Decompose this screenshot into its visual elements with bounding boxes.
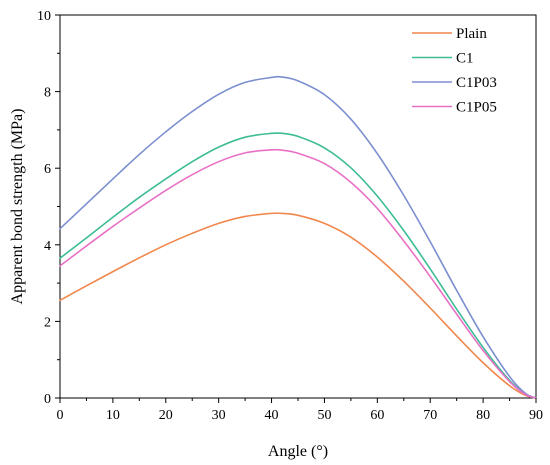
y-tick-label: 0	[44, 392, 51, 407]
x-tick-label: 40	[265, 408, 279, 423]
y-axis-title: Apparent bond strength (MPa)	[9, 109, 26, 305]
legend: Plain C1 C1P03 C1P05	[412, 26, 497, 116]
legend-label-c1p05: C1P05	[456, 100, 497, 116]
y-tick-label: 2	[44, 315, 51, 330]
x-tick-label: 70	[423, 408, 437, 423]
legend-label-plain: Plain	[456, 26, 487, 42]
x-axis-title: Angle (°)	[268, 443, 328, 460]
series-line-c1p05	[59, 148, 537, 399]
y-tick-label: 6	[44, 162, 51, 177]
x-tick-label: 90	[529, 408, 543, 423]
axis-ticks: 0 10 20 30 40 50 60 70 80 90 0 2 4 6 8 10	[37, 9, 543, 423]
plot-frame	[59, 14, 537, 399]
x-tick-label: 10	[106, 408, 120, 423]
series-line-plain	[59, 212, 537, 399]
legend-label-c1p03: C1P03	[456, 75, 497, 91]
legend-label-c1: C1	[456, 51, 474, 67]
series-line-c1p03	[59, 75, 537, 399]
y-tick-label: 8	[44, 86, 51, 101]
x-tick-label: 0	[57, 408, 64, 423]
x-tick-label: 80	[476, 408, 490, 423]
series-layer	[59, 75, 537, 399]
x-tick-label: 50	[317, 408, 331, 423]
x-tick-label: 60	[370, 408, 384, 423]
x-tick-label: 30	[212, 408, 226, 423]
y-tick-label: 10	[37, 9, 51, 24]
x-tick-label: 20	[159, 408, 173, 423]
y-tick-label: 4	[44, 239, 51, 254]
series-line-c1	[59, 132, 537, 399]
